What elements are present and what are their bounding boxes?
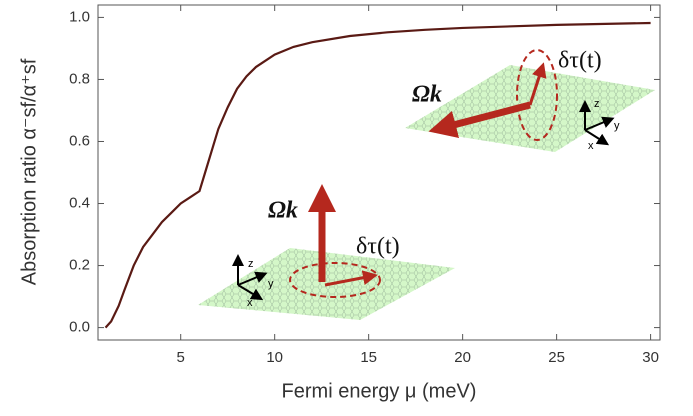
line [104, 21, 651, 329]
inset-axis-label: x [247, 297, 253, 309]
precession [516, 49, 558, 141]
axis-x [237, 284, 264, 301]
annotation: Ωk [412, 82, 442, 108]
y-axis-label: Absorption ratio α⁻sf/α⁺sf [18, 58, 40, 285]
x-tick-label: 30 [642, 349, 659, 366]
omega-arrow [428, 101, 531, 139]
annotation: δτ(t) [558, 48, 602, 74]
inset-upper [405, 49, 655, 152]
y-tick-label: 0.0 [69, 319, 90, 336]
axis-y [237, 271, 268, 286]
inset-axis-label: x [588, 140, 594, 152]
inset-lower [198, 184, 455, 320]
inset-axis-label: z [248, 258, 254, 270]
x-tick-label: 25 [548, 349, 565, 366]
inset-axis-label: z [594, 98, 600, 110]
annotation: δτ(t) [356, 234, 400, 260]
annotation: Ωk [268, 198, 298, 224]
x-tick-label: 15 [360, 349, 377, 366]
tau-arrow [324, 270, 378, 287]
y-tick-label: 0.6 [69, 132, 90, 149]
x-tick-label: 5 [177, 349, 185, 366]
x-tick-label: 20 [454, 349, 471, 366]
inset-axis-label: y [614, 120, 620, 132]
x-tick-label: 10 [266, 349, 283, 366]
y-tick-label: 0.8 [69, 70, 90, 87]
tau-arrow [528, 62, 547, 106]
axis-y [584, 116, 615, 131]
y-tick-label: 0.2 [69, 257, 90, 274]
axis-x [584, 129, 610, 146]
y-tick-label: 1.0 [69, 8, 90, 25]
inset-axis-label: y [268, 278, 274, 290]
plot-frame [97, 4, 661, 341]
y-tick-label: 0.4 [69, 194, 90, 211]
x-axis-label: Fermi energy μ (meV) [282, 380, 477, 402]
precession [289, 262, 381, 298]
